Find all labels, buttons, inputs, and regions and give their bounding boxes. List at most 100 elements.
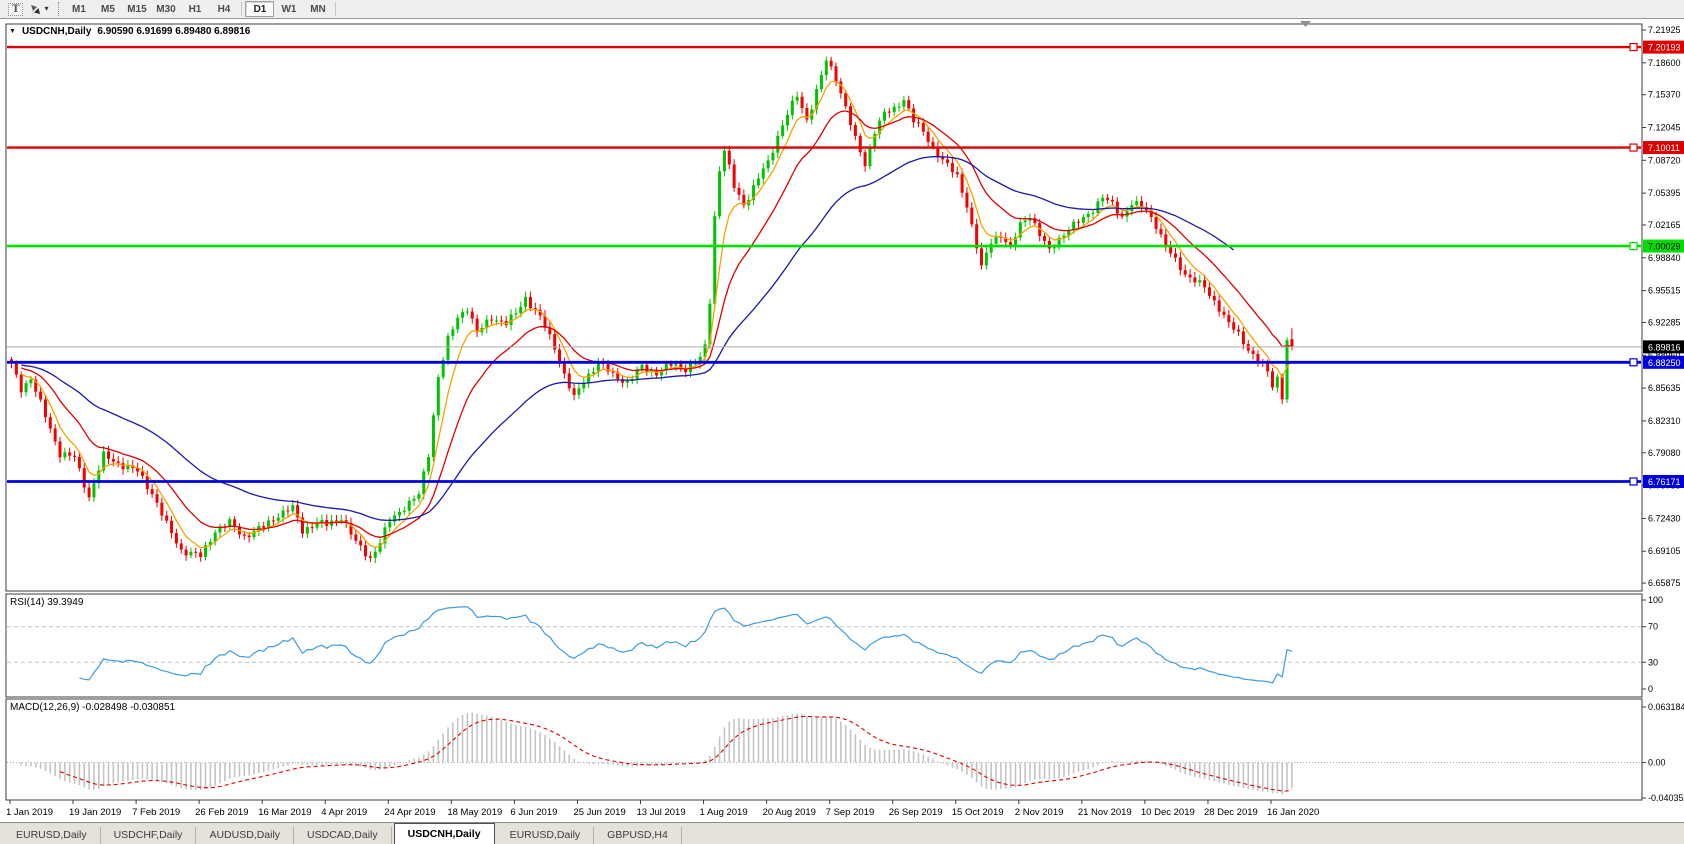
macd-pane [7, 712, 1641, 795]
price-tick-label: 6.69105 [1648, 546, 1681, 556]
date-tick-label: 19 Jan 2019 [69, 807, 121, 818]
rsi-pane [7, 606, 1641, 684]
bottom-tab-usdchf-daily[interactable]: USDCHF,Daily [101, 827, 197, 844]
price-badge-label: 7.10011 [1648, 143, 1680, 153]
bottom-tab-usdcad-daily[interactable]: USDCAD,Daily [294, 827, 392, 844]
date-tick-label: 16 Jan 2020 [1267, 807, 1319, 818]
date-tick-label: 26 Feb 2019 [195, 807, 248, 818]
arrows-diamond-icon [31, 4, 41, 14]
pane-frames [5, 23, 1643, 801]
toolbar-separator [241, 2, 243, 16]
dropdown-arrow-icon: ▾ [44, 4, 49, 13]
macd-signal-line [59, 715, 1292, 792]
toolbar-separator [58, 2, 60, 16]
price-tick-label: 6.82310 [1648, 416, 1681, 426]
date-tick-label: 13 Jul 2019 [637, 807, 686, 818]
level-line-handle [1629, 143, 1638, 152]
date-tick-label: 21 Nov 2019 [1078, 807, 1132, 818]
level-line-handle [1629, 358, 1638, 367]
date-tick-label: 1 Aug 2019 [700, 807, 748, 818]
rsi-axis-label: 100 [1648, 595, 1663, 605]
date-tick-label: 20 Aug 2019 [763, 807, 816, 818]
bottom-tab-usdcnh-daily[interactable]: USDCNH,Daily [393, 823, 495, 844]
timeframe-m30-button[interactable]: M30 [151, 1, 180, 17]
rsi-indicator-label: RSI(14) 39.3949 [10, 597, 84, 608]
rsi-axis-label: 0 [1648, 684, 1653, 694]
timeframe-button-group: M1 M5 M15 M30 H1 H4 D1 W1 MN [64, 1, 339, 17]
price-badge-label: 6.76171 [1648, 477, 1681, 487]
text-tool-icon: T [8, 2, 24, 16]
text-tool-button[interactable]: T [5, 1, 26, 17]
price-tick-label: 7.12045 [1648, 122, 1681, 132]
date-tick-label: 28 Dec 2019 [1204, 807, 1258, 818]
timeframe-m1-button[interactable]: M1 [64, 1, 93, 17]
price-tick-label: 6.88960 [1648, 350, 1681, 360]
price-tick-label: 7.18600 [1648, 58, 1681, 68]
price-badge-label: 7.20193 [1648, 43, 1681, 53]
timeframe-d1-button[interactable]: D1 [245, 1, 275, 17]
chart-symbol-period: USDCNH,Daily [21, 26, 92, 37]
moving-average-line [21, 156, 1235, 521]
chart-tab-bar: EURUSD,Daily USDCHF,Daily AUDUSD,Daily USDC… [0, 822, 1684, 844]
symbol-dropdown-icon[interactable]: ▼ [9, 28, 16, 35]
date-axis: 1 Jan 2019 19 Jan 2019 7 Feb 2019 26 Feb 20… [6, 800, 1319, 818]
chart-region: 7.21925 7.18600 7.15370 7.12045 7.08720 7.053… [0, 19, 1684, 822]
chart-title: ▼ USDCNH,Daily 6.90590 6.91699 6.89480 6… [9, 26, 250, 37]
price-tick-label: 7.08720 [1648, 155, 1681, 165]
timeframe-m5-button[interactable]: M5 [93, 1, 122, 17]
bottom-tab-eurusd-daily[interactable]: EURUSD,Daily [3, 827, 101, 844]
price-axis-badges: 7.20193 7.10011 7.00029 6.89816 6.88250 6.761… [1643, 40, 1684, 489]
rsi-axis-label: 30 [1648, 657, 1658, 667]
date-tick-label: 7 Feb 2019 [132, 807, 180, 818]
date-tick-label: 6 Jun 2019 [510, 807, 557, 818]
price-badge-label: 7.00029 [1648, 242, 1681, 252]
timeframe-mn-button[interactable]: MN [303, 1, 332, 17]
timeframe-h1-button[interactable]: H1 [180, 1, 209, 17]
bottom-tab-eurusd-daily[interactable]: EURUSD,Daily [497, 827, 595, 844]
candlesticks [10, 56, 1294, 564]
date-tick-label: 18 May 2019 [447, 807, 502, 818]
bottom-tab-gbpusd-h4[interactable]: GBPUSD,H4 [594, 827, 682, 844]
price-tick-label: 6.79080 [1648, 448, 1681, 458]
price-tick-label: 6.95515 [1648, 286, 1681, 296]
moving-average-line [20, 110, 1292, 538]
chart-ohlc-values: 6.90590 6.91699 6.89480 6.89816 [97, 26, 251, 37]
arrow-objects-button[interactable]: ▾ [26, 1, 51, 17]
date-tick-label: 26 Sep 2019 [889, 807, 943, 818]
macd-axis-label: -0.040355 [1648, 793, 1684, 803]
horizontal-level-lines[interactable] [7, 42, 1641, 486]
scroll-position-marker-icon[interactable] [1300, 21, 1311, 27]
price-tick-label: 6.85635 [1648, 383, 1681, 393]
level-line-handle [1629, 42, 1638, 52]
date-tick-label: 15 Oct 2019 [952, 807, 1004, 818]
toolbar: T ▾ M1 M5 M15 M30 H1 H4 D1 W1 MN [0, 0, 1684, 19]
price-tick-label: 7.15370 [1648, 90, 1681, 100]
price-badge-label: 6.88250 [1648, 358, 1681, 368]
macd-indicator-label: MACD(12,26,9) -0.028498 -0.030851 [10, 702, 176, 713]
price-tick-label: 7.02165 [1648, 220, 1681, 230]
date-tick-label: 10 Dec 2019 [1141, 807, 1195, 818]
indicator-axis: 100 70 30 0 0.063184 0.00 -0.040355 [1642, 595, 1684, 803]
rsi-axis-label: 70 [1648, 622, 1658, 632]
rsi-line [79, 606, 1293, 684]
price-tick-label: 7.21925 [1648, 25, 1681, 35]
level-line-handle [1629, 477, 1638, 486]
price-axis: 7.21925 7.18600 7.15370 7.12045 7.08720 7.053… [1642, 25, 1681, 588]
date-tick-label: 7 Sep 2019 [826, 807, 875, 818]
bottom-tab-audusd-daily[interactable]: AUDUSD,Daily [196, 827, 295, 844]
timeframe-w1-button[interactable]: W1 [274, 1, 303, 17]
date-tick-label: 25 Jun 2019 [573, 807, 625, 818]
level-line-handle [1629, 241, 1638, 251]
macd-axis-label: 0.00 [1648, 758, 1666, 768]
date-tick-label: 24 Apr 2019 [384, 807, 435, 818]
price-badge-label: 6.89816 [1648, 342, 1681, 352]
timeframe-m15-button[interactable]: M15 [122, 1, 151, 17]
date-tick-label: 2 Nov 2019 [1015, 807, 1064, 818]
chart-canvas[interactable]: 7.21925 7.18600 7.15370 7.12045 7.08720 7.053… [0, 19, 1684, 822]
timeframe-h4-button[interactable]: H4 [209, 1, 238, 17]
price-tick-label: 6.92285 [1648, 317, 1681, 327]
toolbar-separator [335, 2, 337, 16]
date-tick-label: 4 Apr 2019 [321, 807, 367, 818]
date-tick-label: 1 Jan 2019 [6, 807, 53, 818]
